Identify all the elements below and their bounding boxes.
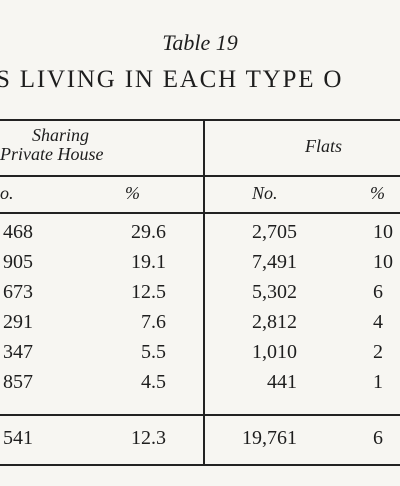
cell-flats-no: 1,010: [252, 341, 297, 364]
subheader-rule: [0, 212, 400, 214]
cell-flats-no: 5,302: [252, 281, 297, 304]
total-rule: [0, 414, 400, 416]
cell-sharing-pct: 19.1: [131, 251, 166, 274]
cell-flats-pct: 4: [373, 311, 383, 334]
cell-sharing-pct: 29.6: [131, 221, 166, 244]
cell-sharing-no: 905: [3, 251, 33, 274]
cell-sharing-pct: 7.6: [141, 311, 166, 334]
header-sharing-line1: Sharing: [32, 126, 89, 145]
cell-flats-no: 441: [267, 371, 297, 394]
bottom-rule: [0, 464, 400, 466]
cell-flats-pct: 6: [373, 281, 383, 304]
cell-sharing-no: 468: [3, 221, 33, 244]
cell-flats-pct: 2: [373, 341, 383, 364]
total-flats-pct: 6: [373, 427, 383, 450]
total-flats-no: 19,761: [242, 427, 297, 450]
cell-flats-pct: 10: [373, 221, 393, 244]
cell-flats-pct: 1: [373, 371, 383, 394]
subheader-flats-pct: %: [370, 184, 385, 203]
cell-sharing-no: 291: [3, 311, 33, 334]
cell-flats-no: 2,705: [252, 221, 297, 244]
subheader-flats-no: No.: [252, 184, 278, 203]
cell-sharing-no: 857: [3, 371, 33, 394]
cell-sharing-pct: 5.5: [141, 341, 166, 364]
subheader-sharing-no: o.: [0, 184, 14, 203]
cell-flats-pct: 10: [373, 251, 393, 274]
column-divider: [203, 120, 205, 465]
cell-flats-no: 7,491: [252, 251, 297, 274]
total-sharing-pct: 12.3: [131, 427, 166, 450]
header-flats: Flats: [305, 137, 342, 156]
cell-flats-no: 2,812: [252, 311, 297, 334]
subheader-sharing-pct: %: [125, 184, 140, 203]
cell-sharing-no: 347: [3, 341, 33, 364]
header-sharing-line2: Private House: [0, 145, 103, 164]
table-subtitle: S LIVING IN EACH TYPE O: [0, 66, 343, 94]
cell-sharing-pct: 4.5: [141, 371, 166, 394]
cell-sharing-no: 673: [3, 281, 33, 304]
total-sharing-no: 541: [3, 427, 33, 450]
table-title: Table 19: [0, 30, 400, 56]
cell-sharing-pct: 12.5: [131, 281, 166, 304]
header-rule: [0, 175, 400, 177]
top-rule: [0, 119, 400, 121]
